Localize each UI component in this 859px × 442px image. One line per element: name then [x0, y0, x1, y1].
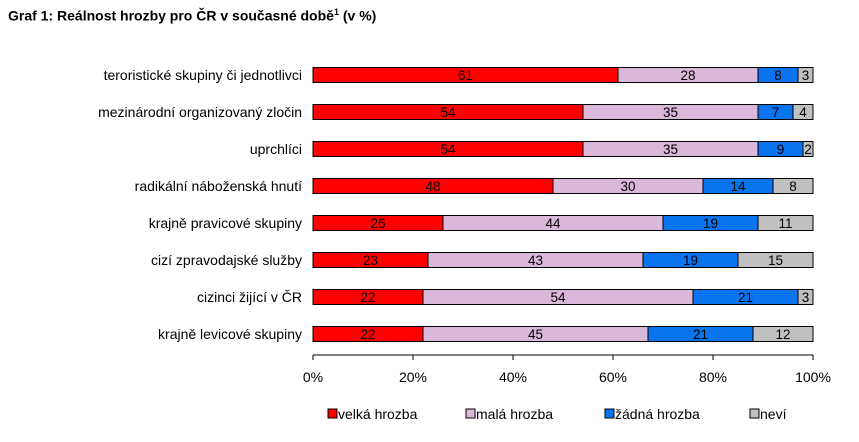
data-label: 14 [730, 179, 746, 194]
data-label: 26 [370, 216, 385, 231]
category-label: teroristické skupiny či jednotlivci [104, 67, 302, 83]
legend-label: velká hrozba [338, 406, 418, 422]
data-label: 7 [772, 105, 780, 120]
data-label: 23 [363, 253, 378, 268]
data-label: 54 [440, 105, 456, 120]
bar-segment [757, 215, 814, 231]
x-tick-label: 100% [795, 369, 831, 385]
data-label: 12 [775, 327, 790, 342]
chart-title: Graf 1: Reálnost hrozby pro ČR v současn… [8, 7, 376, 24]
data-label: 22 [360, 290, 375, 305]
data-label: 8 [789, 179, 797, 194]
data-label: 2 [804, 142, 812, 157]
bar-segment [797, 289, 814, 305]
data-label: 54 [550, 290, 566, 305]
data-label: 9 [777, 142, 785, 157]
legend-label: žádná hrozba [615, 406, 700, 422]
bar-segment [772, 178, 814, 194]
category-label: radikální náboženská hnutí [135, 178, 302, 194]
x-tick-label: 20% [399, 369, 427, 385]
data-label: 3 [802, 68, 810, 83]
data-label: 28 [680, 68, 695, 83]
category-label: cizí zpravodajské služby [151, 252, 302, 268]
data-label: 43 [528, 253, 543, 268]
category-label: krajně pravicové skupiny [149, 215, 302, 231]
data-label: 22 [360, 327, 375, 342]
x-tick-label: 80% [699, 369, 727, 385]
data-label: 45 [528, 327, 543, 342]
x-tick-label: 60% [599, 369, 627, 385]
category-label: mezinárodní organizovaný zločin [98, 104, 302, 120]
bar-segment [797, 67, 814, 83]
data-label: 11 [778, 216, 792, 231]
legend-swatch [604, 408, 615, 419]
x-tick-label: 0% [303, 369, 323, 385]
data-label: 30 [620, 179, 635, 194]
legend-label: malá hrozba [476, 406, 553, 422]
x-tick-label: 40% [499, 369, 527, 385]
bar-segment [752, 326, 814, 342]
data-label: 54 [440, 142, 456, 157]
data-label: 3 [802, 290, 810, 305]
data-label: 4 [799, 105, 807, 120]
data-label: 8 [774, 68, 782, 83]
legend-swatch [465, 408, 476, 419]
chart-title-footnote: 1 [333, 7, 339, 17]
category-label: krajně levicové skupiny [158, 326, 302, 342]
data-label: 48 [425, 179, 440, 194]
chart-title-suffix: (v %) [338, 7, 377, 24]
data-label: 61 [458, 68, 473, 83]
data-label: 19 [703, 216, 718, 231]
bar-segment [802, 141, 814, 157]
data-label: 15 [768, 253, 783, 268]
data-label: 19 [683, 253, 698, 268]
data-label: 35 [663, 105, 678, 120]
data-label: 21 [693, 327, 708, 342]
legend-swatch [327, 408, 338, 419]
bar-segment [792, 104, 814, 120]
data-label: 44 [545, 216, 561, 231]
data-label: 35 [663, 142, 678, 157]
bar-segment [737, 252, 814, 268]
legend-swatch [749, 408, 760, 419]
chart-title-text: Graf 1: Reálnost hrozby pro ČR v současn… [8, 7, 334, 24]
category-label: uprchlíci [250, 141, 302, 157]
category-label: cizinci žijící v ČR [197, 289, 302, 305]
data-label: 21 [738, 290, 753, 305]
legend-label: neví [760, 406, 787, 422]
